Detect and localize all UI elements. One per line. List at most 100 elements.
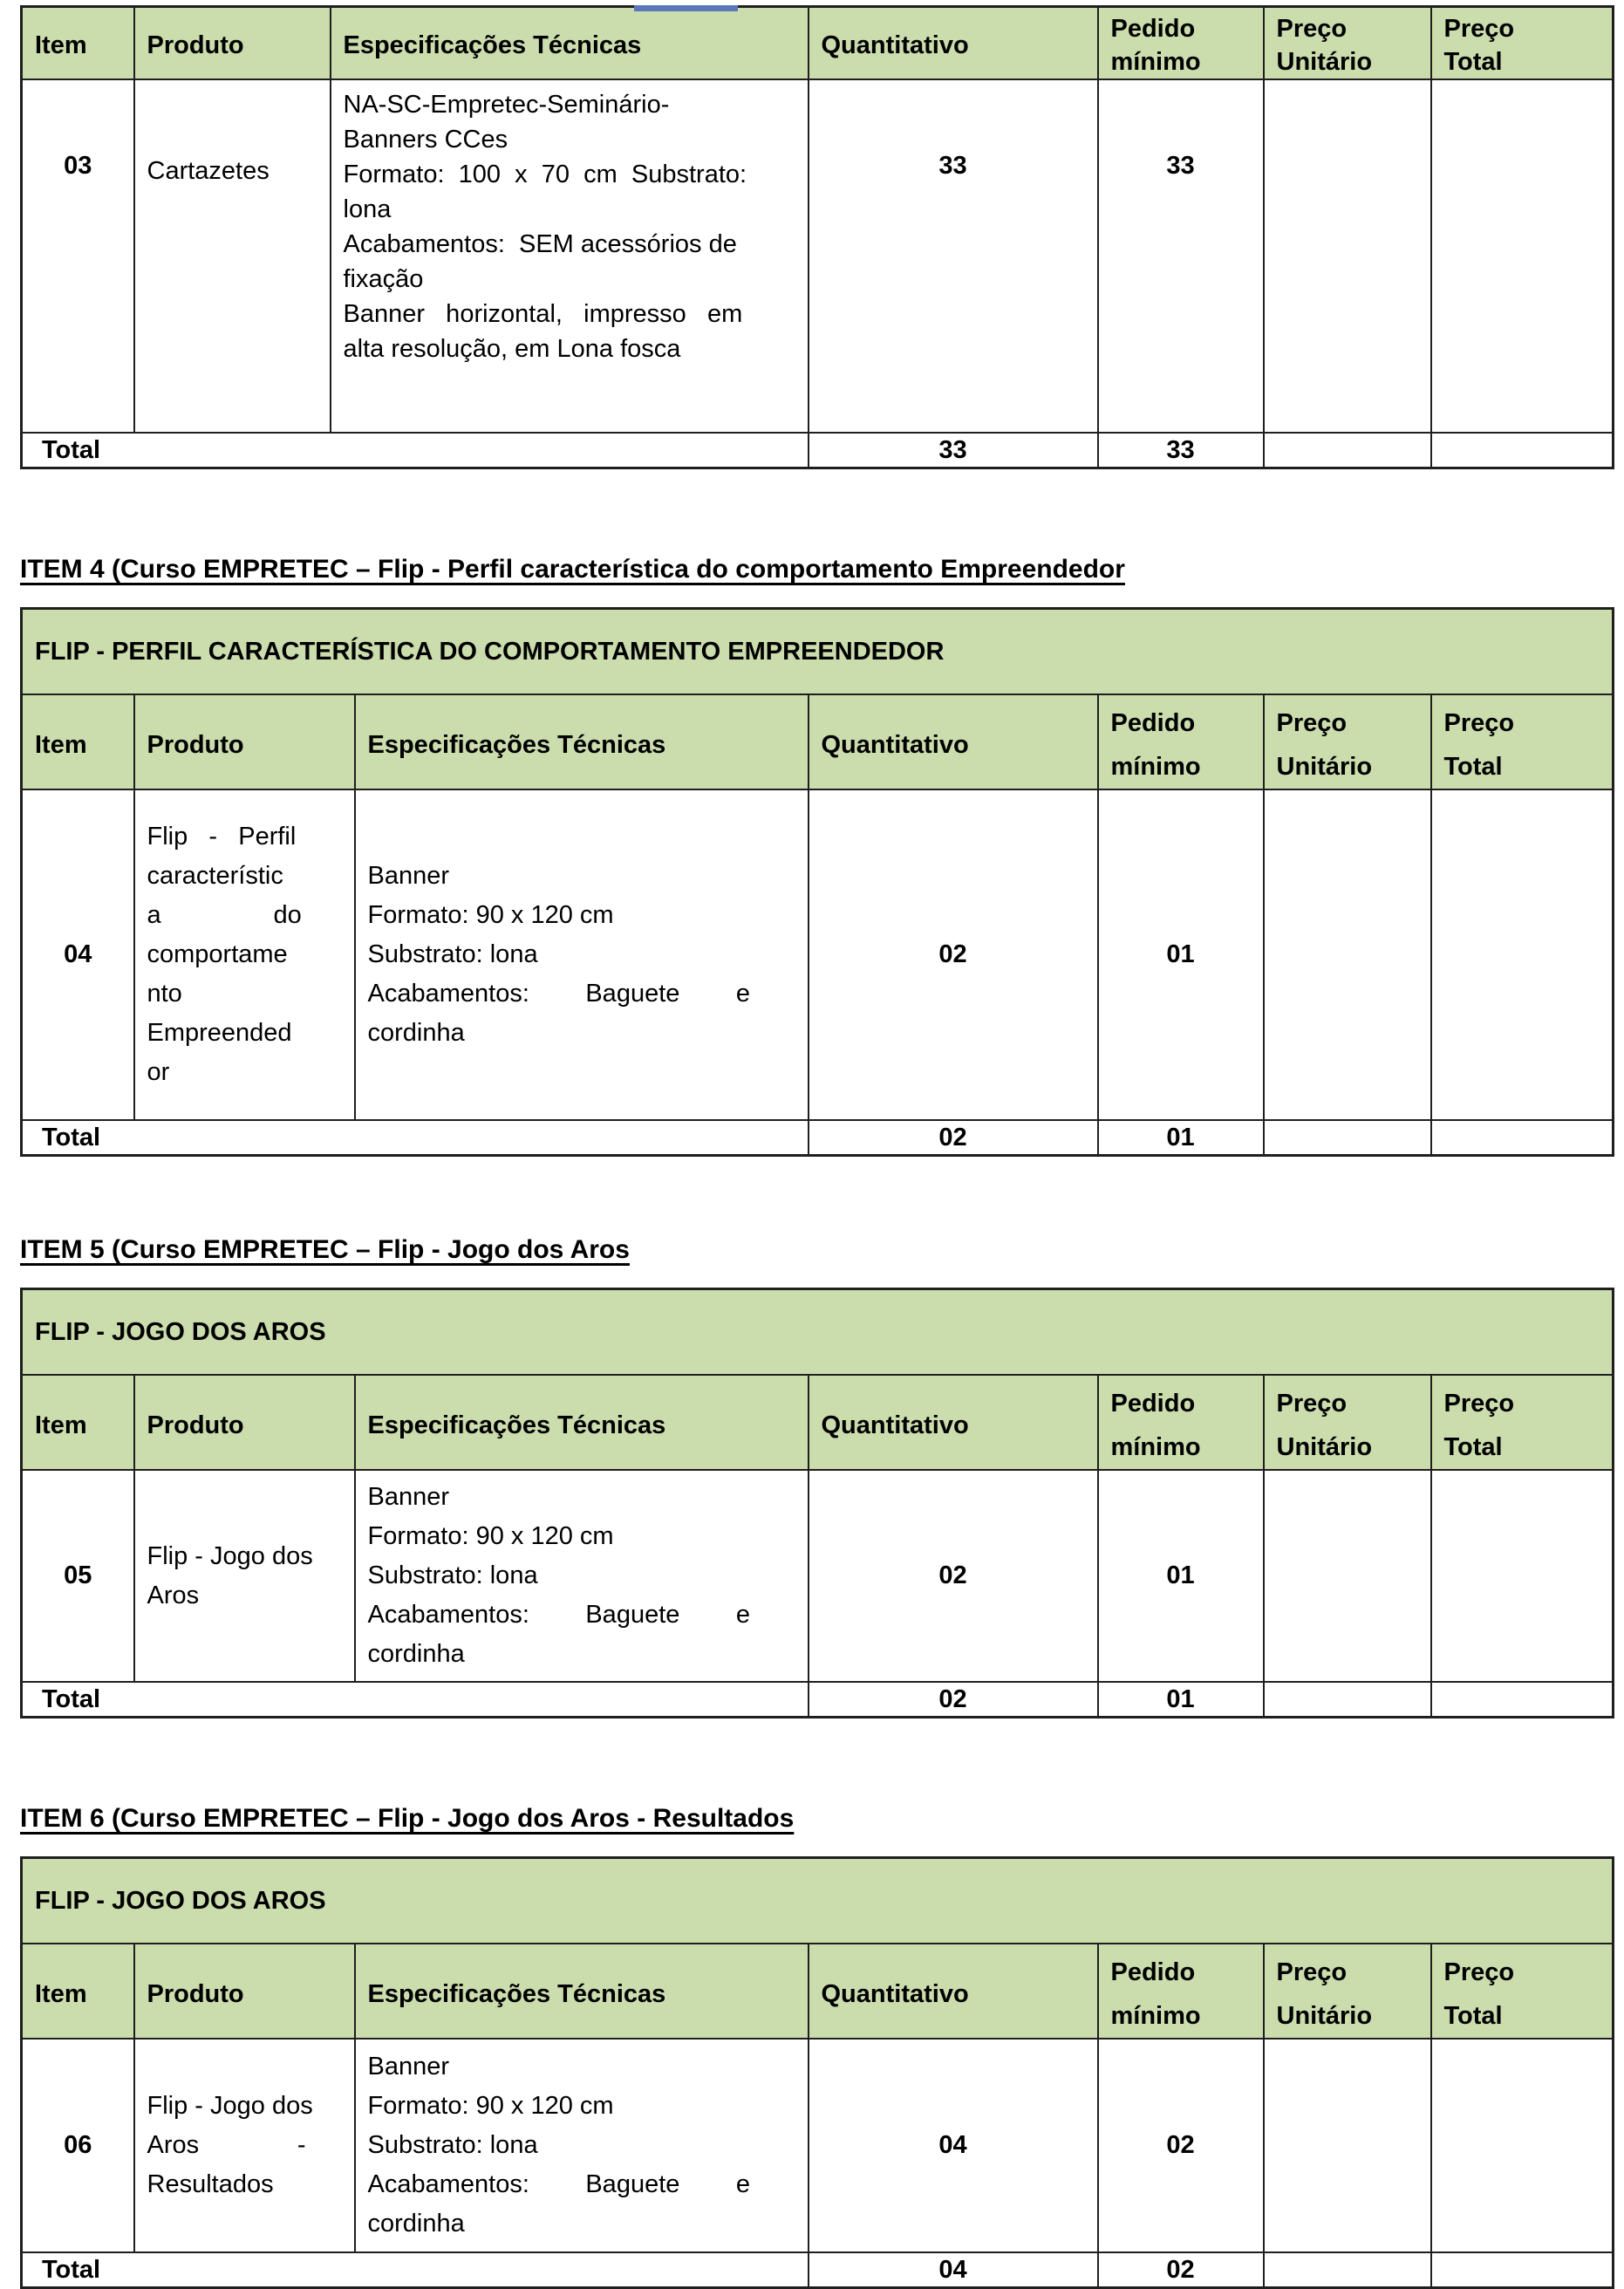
col-header-preco-total: Preço Total (1430, 1374, 1614, 1471)
col-header-preco-unitario: Preço Unitário (1262, 1943, 1432, 2040)
produto-cell: Cartazetes (133, 79, 331, 434)
total-preco-total-cell (1430, 1681, 1614, 1718)
col-header-pedido-minimo: Pedido mínimo (1096, 1374, 1265, 1471)
total-preco-total-cell (1430, 1119, 1614, 1157)
quantitativo-cell: 02 (807, 789, 1099, 1121)
total-label: Total (20, 2251, 809, 2289)
quantitativo-cell: 04 (807, 2038, 1099, 2253)
col-header-produto: Produto (133, 5, 331, 80)
document-page: Item Produto Especificações Técnicas Qua… (0, 5, 1624, 2289)
col-header-preco-unitario: Preço Unitário (1262, 5, 1432, 80)
table-row: 05 Flip - Jogo dos Aros Banner Formato: … (20, 1469, 1614, 1683)
col-header-item: Item (20, 1943, 135, 2040)
item-number-cell: 04 (20, 789, 135, 1121)
table-banner-title: FLIP - JOGO DOS AROS (20, 1288, 1614, 1376)
total-pedido-minimo-cell: 01 (1096, 1119, 1265, 1157)
especificacoes-cell: Banner Formato: 90 x 120 cm Substrato: l… (353, 1469, 809, 1683)
col-header-item: Item (20, 694, 135, 790)
col-header-produto: Produto (133, 694, 356, 790)
table-banner-row: FLIP - JOGO DOS AROS (20, 1856, 1614, 1944)
table-header-row: Item Produto Especificações Técnicas Qua… (20, 5, 1614, 80)
table-item-03: Item Produto Especificações Técnicas Qua… (20, 5, 1614, 469)
section-heading-item-4: ITEM 4 (Curso EMPRETEC – Flip - Perfil c… (20, 555, 1125, 584)
col-header-especificacoes: Especificações Técnicas (353, 1943, 809, 2040)
col-header-quantitativo: Quantitativo (807, 5, 1099, 80)
col-header-preco-unitario: Preço Unitário (1262, 694, 1432, 790)
col-header-item: Item (20, 5, 135, 80)
table-row: 03 Cartazetes NA-SC-Empretec-Seminário- … (20, 79, 1614, 434)
especificacoes-cell: Banner Formato: 90 x 120 cm Substrato: l… (353, 2038, 809, 2253)
col-header-especificacoes: Especificações Técnicas (353, 694, 809, 790)
table-total-row: Total 02 01 (20, 1119, 1614, 1157)
especificacoes-cell: NA-SC-Empretec-Seminário- Banners CCes F… (329, 79, 809, 434)
quantitativo-cell: 02 (807, 1469, 1099, 1683)
produto-cell: Flip - Jogo dos Aros - Resultados (133, 2038, 356, 2253)
preco-total-cell (1430, 2038, 1614, 2253)
total-label: Total (20, 432, 809, 469)
col-header-produto: Produto (133, 1374, 356, 1471)
item-number-cell: 03 (20, 79, 135, 434)
table-item-05: FLIP - JOGO DOS AROS Item Produto Especi… (20, 1288, 1614, 1718)
pedido-minimo-cell: 02 (1096, 2038, 1265, 2253)
total-preco-unitario-cell (1262, 432, 1432, 469)
table-header-row: Item Produto Especificações Técnicas Qua… (20, 694, 1614, 790)
table-banner-row: FLIP - JOGO DOS AROS (20, 1288, 1614, 1376)
col-header-especificacoes: Especificações Técnicas (353, 1374, 809, 1471)
item-number-cell: 05 (20, 1469, 135, 1683)
total-pedido-minimo-cell: 02 (1096, 2251, 1265, 2289)
preco-unitario-cell (1262, 2038, 1432, 2253)
preco-unitario-cell (1262, 789, 1432, 1121)
total-preco-unitario-cell (1262, 1119, 1432, 1157)
table-total-row: Total 02 01 (20, 1681, 1614, 1718)
table-item-06: FLIP - JOGO DOS AROS Item Produto Especi… (20, 1856, 1614, 2289)
table-row: 04 Flip - Perfil característic a do comp… (20, 789, 1614, 1121)
table-total-row: Total 04 02 (20, 2251, 1614, 2289)
pedido-minimo-cell: 01 (1096, 789, 1265, 1121)
col-header-pedido-minimo: Pedido mínimo (1096, 5, 1265, 80)
col-header-quantitativo: Quantitativo (807, 1374, 1099, 1471)
table-header-row: Item Produto Especificações Técnicas Qua… (20, 1943, 1614, 2040)
table-total-row: Total 33 33 (20, 432, 1614, 469)
preco-total-cell (1430, 1469, 1614, 1683)
section-heading-item-6: ITEM 6 (Curso EMPRETEC – Flip - Jogo dos… (20, 1804, 795, 1833)
col-header-quantitativo: Quantitativo (807, 1943, 1099, 2040)
preco-total-cell (1430, 79, 1614, 434)
item-number-cell: 06 (20, 2038, 135, 2253)
total-pedido-minimo-cell: 01 (1096, 1681, 1265, 1718)
total-preco-unitario-cell (1262, 2251, 1432, 2289)
produto-cell: Flip - Perfil característic a do comport… (133, 789, 356, 1121)
total-quantitativo-cell: 02 (807, 1681, 1099, 1718)
col-header-produto: Produto (133, 1943, 356, 2040)
col-header-preco-unitario: Preço Unitário (1262, 1374, 1432, 1471)
total-quantitativo-cell: 02 (807, 1119, 1099, 1157)
total-quantitativo-cell: 04 (807, 2251, 1099, 2289)
total-label: Total (20, 1681, 809, 1718)
section-heading-item-5: ITEM 5 (Curso EMPRETEC – Flip - Jogo dos… (20, 1235, 630, 1264)
produto-cell: Flip - Jogo dos Aros (133, 1469, 356, 1683)
col-header-preco-total: Preço Total (1430, 1943, 1614, 2040)
total-pedido-minimo-cell: 33 (1096, 432, 1265, 469)
pedido-minimo-cell: 33 (1096, 79, 1265, 434)
pedido-minimo-cell: 01 (1096, 1469, 1265, 1683)
col-header-quantitativo: Quantitativo (807, 694, 1099, 790)
col-header-item: Item (20, 1374, 135, 1471)
table-item-04: FLIP - PERFIL CARACTERÍSTICA DO COMPORTA… (20, 607, 1615, 1157)
col-header-especificacoes: Especificações Técnicas (329, 5, 809, 80)
table-banner-row: FLIP - PERFIL CARACTERÍSTICA DO COMPORTA… (20, 607, 1614, 695)
preco-total-cell (1430, 789, 1614, 1121)
col-header-pedido-minimo: Pedido mínimo (1096, 1943, 1265, 2040)
preco-unitario-cell (1262, 79, 1432, 434)
col-header-preco-total: Preço Total (1430, 694, 1614, 790)
total-label: Total (20, 1119, 809, 1157)
total-quantitativo-cell: 33 (807, 432, 1099, 469)
total-preco-unitario-cell (1262, 1681, 1432, 1718)
total-preco-total-cell (1430, 432, 1614, 469)
total-preco-total-cell (1430, 2251, 1614, 2289)
table-header-row: Item Produto Especificações Técnicas Qua… (20, 1374, 1614, 1471)
col-header-preco-total: Preço Total (1430, 5, 1614, 80)
quantitativo-cell: 33 (807, 79, 1099, 434)
top-blue-fragment (634, 5, 738, 11)
table-banner-title: FLIP - PERFIL CARACTERÍSTICA DO COMPORTA… (20, 607, 1614, 695)
col-header-pedido-minimo: Pedido mínimo (1096, 694, 1265, 790)
especificacoes-cell: Banner Formato: 90 x 120 cm Substrato: l… (353, 789, 809, 1121)
